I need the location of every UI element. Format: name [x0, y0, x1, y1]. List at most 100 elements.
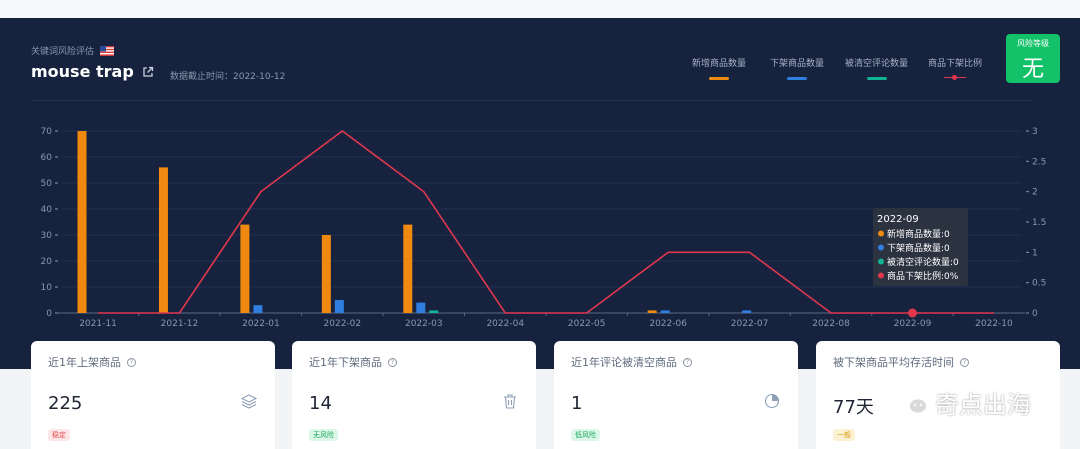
x-tick-label: 2022-07 [731, 319, 769, 329]
legend-swatch [709, 77, 729, 80]
y-right-tick-label: 2.5 [1032, 157, 1046, 167]
legend-new-items[interactable]: 新增商品数量 [692, 56, 746, 80]
stat-card-badge: 稳定 [48, 429, 70, 441]
y-left-tick-label: 40 [41, 205, 53, 215]
layers-icon [241, 394, 257, 409]
keyword-text: mouse trap [31, 62, 134, 81]
legend-delisted-items[interactable]: 下架商品数量 [770, 56, 824, 80]
bar [742, 310, 752, 313]
legend-cleared-reviews[interactable]: 被清空评论数量 [845, 56, 908, 80]
tooltip-title: 2022-09 [877, 214, 919, 225]
legend-swatch [866, 77, 887, 80]
help-icon[interactable]: ? [960, 357, 969, 367]
stat-card-value: 14 [309, 393, 332, 414]
pie-chart-icon [764, 393, 780, 409]
stat-card-value: 225 [48, 393, 83, 414]
y-right-tick-label: 0 [1032, 309, 1038, 319]
stat-card-value: 77天 [833, 397, 874, 418]
line-point [908, 308, 917, 318]
external-link-icon[interactable] [142, 66, 154, 78]
stat-card-title-text: 近1年评论被清空商品 [571, 356, 677, 369]
x-tick-label: 2022-10 [975, 319, 1013, 329]
bar [240, 224, 250, 313]
date-note: 数据截止时间：2022-10-12 [170, 72, 286, 82]
x-tick-label: 2021-11 [79, 319, 117, 329]
x-tick-label: 2022-01 [242, 319, 280, 329]
y-left-tick-label: 20 [41, 257, 53, 267]
stat-card-badge: 一般 [833, 429, 855, 441]
x-tick-label: 2022-09 [894, 319, 932, 329]
y-right-tick-label: 2 [1032, 188, 1038, 198]
tooltip-dot [878, 230, 884, 237]
x-tick-label: 2022-08 [812, 319, 850, 329]
bar [253, 305, 263, 313]
x-tick-label: 2022-03 [405, 319, 443, 329]
y-left-tick-label: 50 [41, 179, 53, 189]
keyword-title: mouse trap [31, 62, 154, 81]
tooltip-box [873, 208, 968, 286]
tooltip-line: 被清空评论数量:0 [887, 256, 959, 268]
legend-delist-ratio[interactable]: 商品下架比例 [928, 56, 983, 80]
y-right-tick-label: 0.5 [1032, 279, 1046, 289]
y-left-tick-label: 60 [41, 153, 53, 163]
divider [31, 100, 1032, 101]
stat-card-title-text: 被下架商品平均存活时间 [833, 356, 954, 369]
tooltip-line: 商品下架比例:0% [887, 270, 959, 282]
stat-card-title: 近1年上架商品 ? [48, 354, 136, 370]
tooltip-line: 新增商品数量:0 [887, 228, 950, 240]
legend-label: 被清空评论数量 [845, 59, 909, 69]
tooltip-dot [878, 244, 884, 251]
stat-card-cleared-reviews: 近1年评论被清空商品 ? 1 低风险 [554, 341, 798, 449]
tooltip-dot [878, 258, 884, 265]
stat-card-title: 近1年评论被清空商品 ? [571, 354, 692, 370]
stat-card-title-text: 近1年下架商品 [309, 356, 382, 369]
bar [416, 302, 426, 313]
bar [660, 310, 670, 313]
help-icon[interactable]: ? [388, 357, 397, 367]
legend-label: 新增商品数量 [692, 59, 747, 69]
bar [429, 310, 439, 313]
y-left-tick-label: 10 [41, 283, 53, 293]
y-right-tick-label: 1.5 [1032, 218, 1046, 228]
top-strip [0, 0, 1080, 18]
x-tick-label: 2022-02 [324, 319, 362, 329]
chart-panel [0, 18, 1080, 369]
legend-swatch [944, 75, 966, 80]
help-icon[interactable]: ? [683, 357, 692, 367]
stat-card-badge: 无风险 [309, 429, 338, 441]
bar [334, 300, 344, 313]
bar [77, 131, 87, 313]
legend-label: 商品下架比例 [928, 59, 983, 69]
bar [403, 224, 413, 313]
help-icon[interactable]: ? [127, 357, 136, 367]
x-tick-label: 2022-05 [568, 319, 606, 329]
pre-title-text: 关键词风险评估 [31, 47, 95, 57]
stat-card-value: 1 [571, 393, 583, 414]
pre-title: 关键词风险评估 [31, 44, 115, 57]
watermark-text: 奇点出海 [935, 391, 1031, 419]
stat-card-badge: 低风险 [571, 429, 600, 441]
stat-card-title: 被下架商品平均存活时间 ? [833, 354, 969, 370]
trash-icon [504, 394, 516, 409]
x-tick-label: 2022-04 [486, 319, 524, 329]
y-right-tick-label: 1 [1032, 248, 1038, 258]
watermark: 奇点出海 [897, 385, 1031, 420]
legend-label: 下架商品数量 [770, 59, 825, 69]
y-left-tick-label: 30 [41, 231, 53, 241]
tooltip-line: 下架商品数量:0 [887, 242, 950, 254]
stat-card-title-text: 近1年上架商品 [48, 356, 121, 369]
bar [158, 167, 168, 313]
bar [321, 235, 331, 313]
stat-card-title: 近1年下架商品 ? [309, 354, 397, 370]
y-left-tick-label: 0 [46, 309, 52, 319]
stat-card-listed: 近1年上架商品 ? 225 稳定 [31, 341, 275, 449]
tooltip-dot [878, 272, 884, 279]
bar [647, 310, 657, 313]
wechat-icon [898, 389, 928, 414]
risk-level-label: 风险等级 [1017, 39, 1049, 48]
legend-swatch [787, 77, 807, 80]
x-tick-label: 2021-12 [161, 319, 199, 329]
series-line [98, 130, 994, 314]
us-flag-icon [100, 45, 115, 56]
